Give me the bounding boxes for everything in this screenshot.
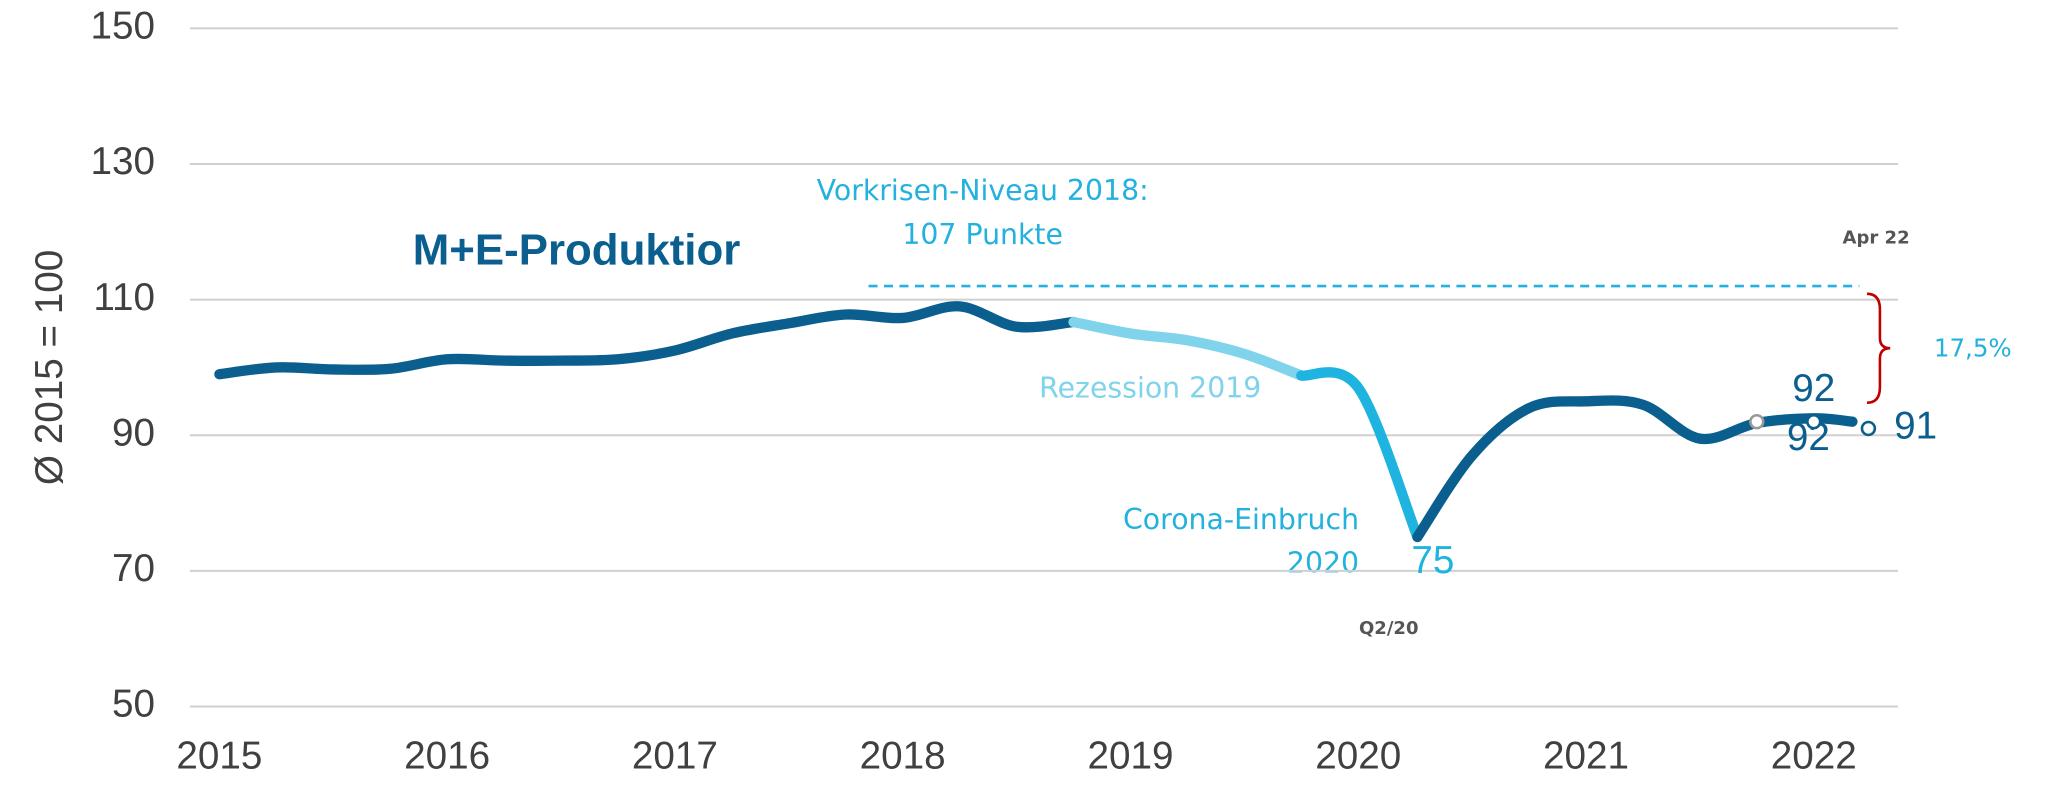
annotation: Apr 22 [1843,228,1910,249]
x-tick-label: 2015 [176,734,262,777]
x-tick-label: 2021 [1543,734,1629,777]
annotation: Rezession 2019 [1039,371,1261,404]
value-label: 75 [1411,539,1454,582]
x-tick-label: 2020 [1315,734,1401,777]
annotation: 17,5% [1934,333,2012,362]
line [1296,367,1423,543]
x-tick-label: 2018 [860,734,946,777]
y-tick-label: 70 [112,547,155,590]
value-label: 91 [1894,405,1937,448]
bracket [1866,292,1891,404]
annotation: Vorkrisen-Niveau 2018: [817,174,1149,207]
y-axis-label: Ø 2015 = 100 [28,250,71,485]
y-tick-label: 50 [112,683,155,726]
point [1806,413,1822,430]
annotation: 2020 [1287,547,1359,580]
annotation: Corona-Einbruch [1123,503,1359,536]
value-label: 92 [1792,367,1835,410]
x-tick-label: 2016 [404,734,490,777]
x-tick-label: 2017 [632,734,718,777]
line [1412,395,1858,543]
y-tick-label: 90 [112,411,155,454]
chart-title: M+E-Produktior [413,225,741,274]
point [1860,420,1877,437]
point [1749,413,1765,430]
y-tick-label: 150 [90,5,155,48]
annotation: Q2/20 [1359,618,1419,639]
y-tick-label: 110 [93,276,155,319]
line [1068,316,1307,381]
line [214,301,1079,380]
annotation: 107 Punkte [902,218,1063,251]
x-tick-label: 2022 [1771,734,1857,777]
x-tick-label: 2019 [1087,734,1173,777]
y-tick-label: 130 [90,140,155,183]
